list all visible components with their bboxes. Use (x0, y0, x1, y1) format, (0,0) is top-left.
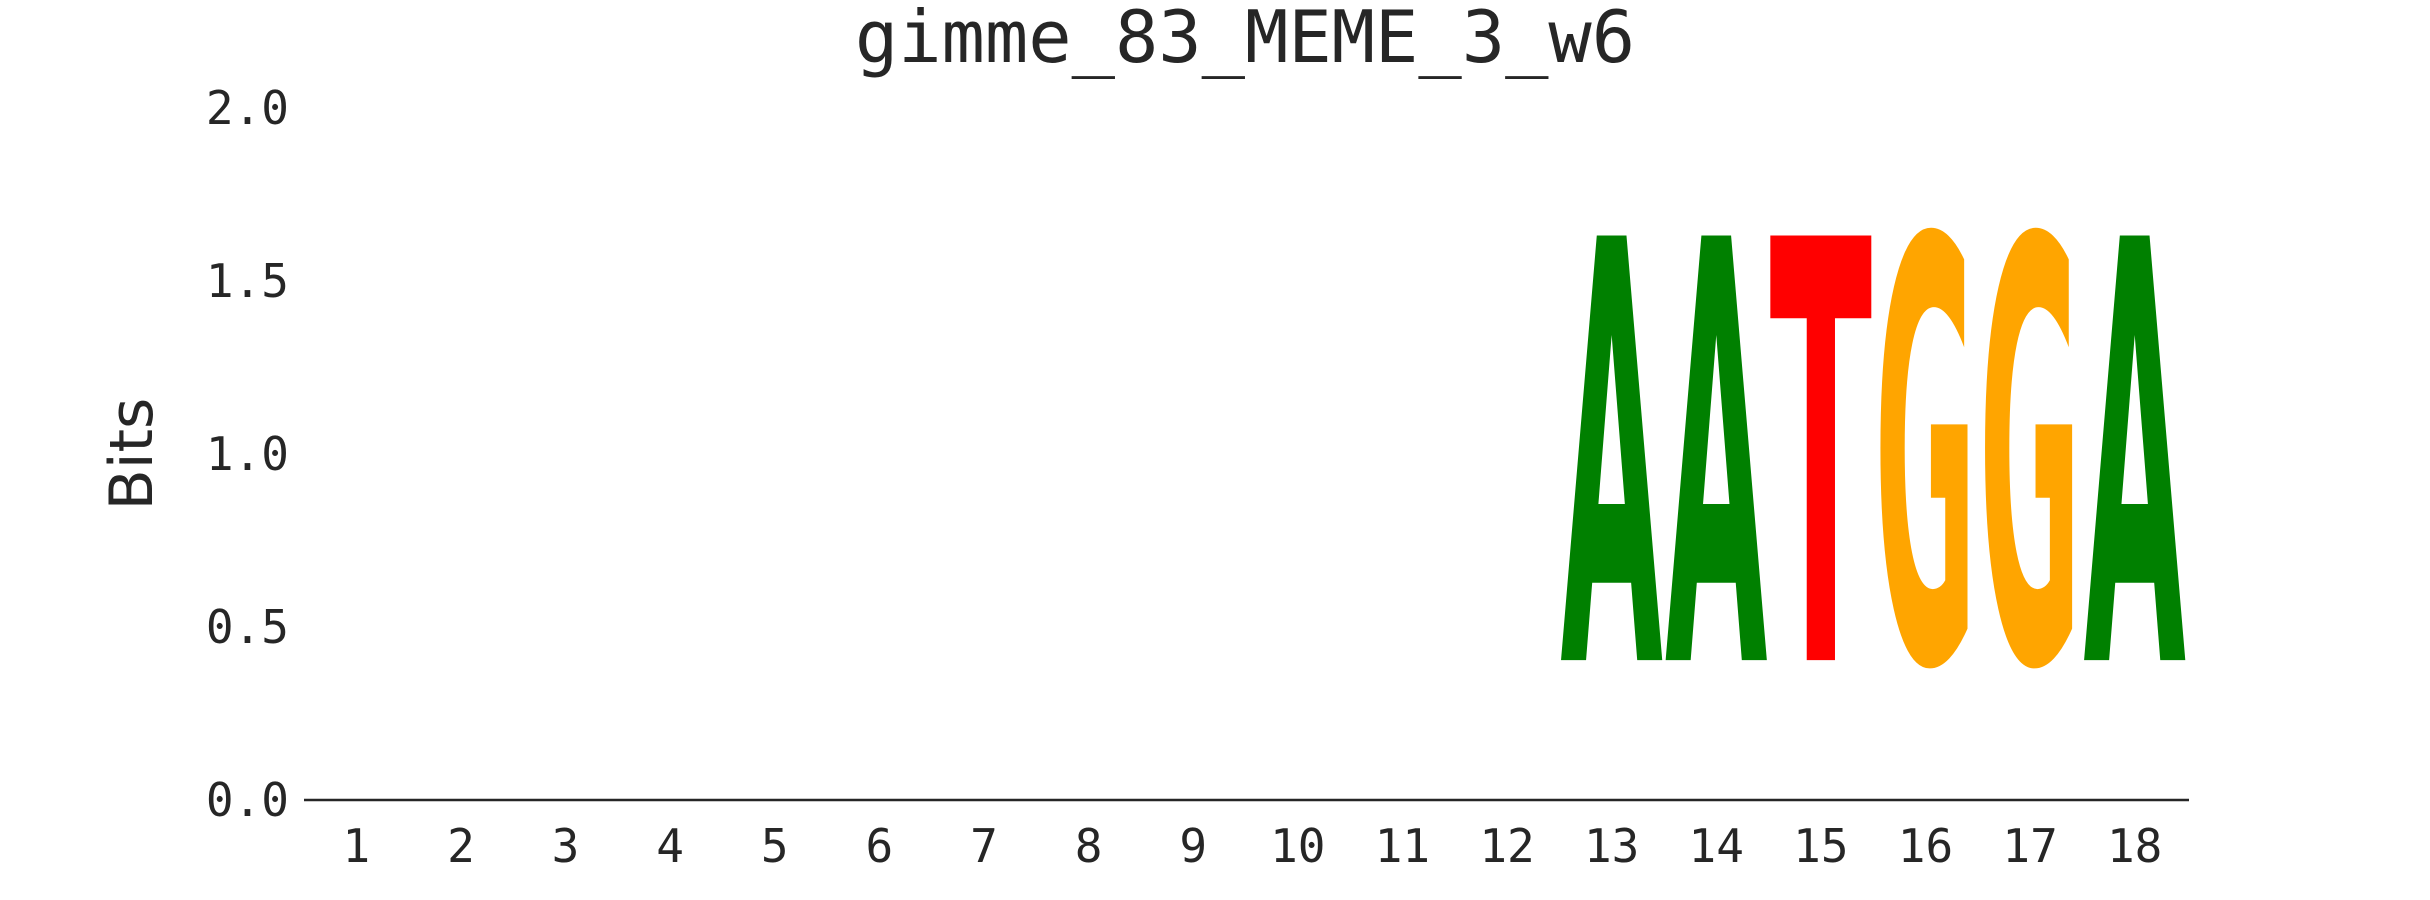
x-tick-label: 12 (1479, 819, 1534, 873)
x-tick-label: 16 (1898, 819, 1953, 873)
logo-letter-G-17: G (1979, 121, 2082, 799)
x-tick-label: 8 (1075, 819, 1103, 873)
x-tick-label: 13 (1584, 819, 1639, 873)
x-tick-label: 11 (1375, 819, 1430, 873)
x-tick-label: 4 (656, 819, 684, 873)
y-axis-label: Bits (97, 398, 167, 511)
logo-letter-G-16: G (1874, 121, 1977, 799)
logo-letter-A-14: A (1665, 120, 1768, 798)
logo-letter-T-15: T (1770, 121, 1873, 799)
logo-letter-A-18: A (2083, 120, 2186, 798)
x-tick-label: 14 (1689, 819, 1744, 873)
x-tick-label: 3 (552, 819, 580, 873)
y-tick-label: 0.0 (206, 773, 289, 827)
y-tick-label: 1.5 (206, 254, 289, 308)
x-tick-label: 17 (2002, 819, 2057, 873)
x-tick-label: 2 (447, 819, 475, 873)
x-tick-label: 6 (866, 819, 894, 873)
y-tick-label: 0.5 (206, 600, 289, 654)
y-tick-label: 2.0 (206, 81, 289, 135)
x-tick-label: 15 (1793, 819, 1848, 873)
x-tick-label: 5 (761, 819, 789, 873)
x-tick-label: 1 (342, 819, 370, 873)
x-tick-label: 7 (970, 819, 998, 873)
x-tick-label: 10 (1270, 819, 1325, 873)
logo-letter-A-13: A (1560, 120, 1663, 798)
x-tick-label: 9 (1179, 819, 1207, 873)
x-tick-label: 18 (2107, 819, 2162, 873)
y-tick-labels: 0.0 0.5 1.0 1.5 2.0 (206, 81, 289, 827)
chart-title: gimme_83_MEME_3_w6 (855, 0, 1635, 79)
x-tick-labels: 1 2 3 4 5 6 7 8 9 10 11 12 13 14 15 16 17 18 (342, 819, 2162, 873)
y-tick-label: 1.0 (206, 427, 289, 481)
